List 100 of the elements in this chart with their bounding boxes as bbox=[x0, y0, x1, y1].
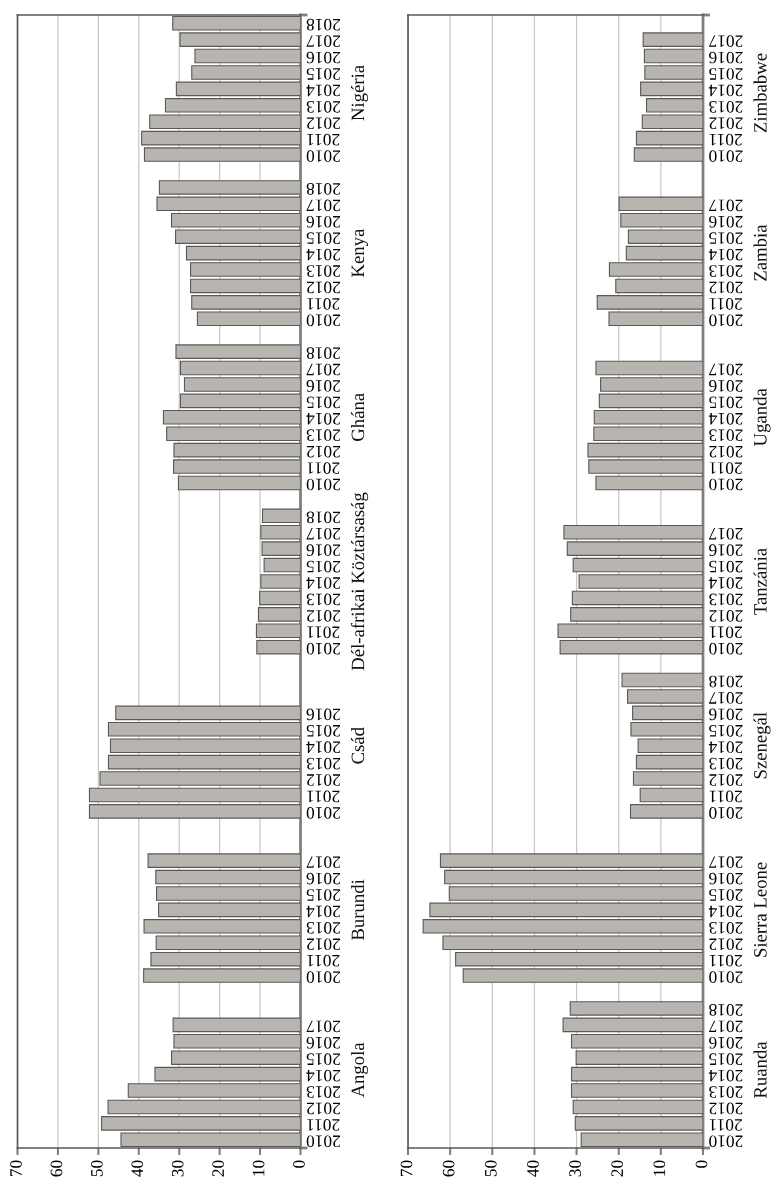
y-tick-label: 2011 bbox=[307, 298, 340, 310]
y-tick-label: 2011 bbox=[709, 954, 742, 967]
y-tick-label: 2010 bbox=[709, 314, 743, 327]
y-tick-label: 2012 bbox=[307, 774, 341, 786]
y-tick-label: 2010 bbox=[709, 1135, 743, 1148]
bar bbox=[88, 787, 301, 803]
y-tick-label: 2017 bbox=[709, 692, 743, 704]
y-tick-label: 2013 bbox=[709, 429, 743, 442]
text: Ghána bbox=[350, 393, 365, 441]
y-tick-label: 2010 bbox=[709, 807, 743, 819]
y-tick-label: 2016 bbox=[306, 215, 341, 228]
y-tick-label: 2013 bbox=[306, 100, 341, 113]
y-tick-label: 2012 bbox=[307, 938, 341, 951]
y-tick-label: 2010 bbox=[709, 642, 743, 655]
text: Csád bbox=[350, 727, 365, 764]
y-tick-label: 2013 bbox=[306, 593, 341, 606]
x-tick-label: 50 bbox=[90, 1160, 103, 1177]
y-tick-label: 2013 bbox=[709, 593, 743, 606]
y-tick-label: 2015 bbox=[709, 889, 743, 901]
y-tick-label: 2010 bbox=[306, 1135, 341, 1148]
x-tick-label: 30 bbox=[569, 1160, 581, 1177]
x-tick-label: 60 bbox=[442, 1160, 455, 1177]
text: Nigéria bbox=[350, 65, 369, 121]
text: Angola bbox=[350, 1042, 369, 1098]
x-tick-label: 40 bbox=[527, 1160, 539, 1177]
bar bbox=[263, 557, 301, 573]
bar bbox=[115, 705, 301, 721]
bar bbox=[189, 278, 301, 294]
y-tick-label: 2018 bbox=[306, 511, 341, 524]
y-tick-label: 2017 bbox=[306, 527, 341, 540]
y-tick-label: 2012 bbox=[709, 445, 743, 458]
bar bbox=[559, 639, 703, 655]
bar bbox=[642, 32, 703, 47]
bar bbox=[629, 804, 703, 819]
y-tick-label: 2012 bbox=[307, 117, 341, 130]
y-tick-label: 2016 bbox=[306, 708, 341, 721]
y-tick-label: 2017 bbox=[709, 199, 743, 212]
text: Sierra Leone bbox=[754, 862, 767, 957]
y-tick-label: 2017 bbox=[709, 856, 743, 869]
y-tick-label: 2012 bbox=[709, 609, 743, 622]
x-tick-label: 70 bbox=[10, 1160, 22, 1177]
y-tick-label: 2018 bbox=[709, 675, 743, 688]
y-tick-label: 2015 bbox=[306, 724, 341, 737]
y-tick-label: 2014 bbox=[708, 1069, 743, 1082]
y-tick-label: 2018 bbox=[306, 18, 341, 31]
y-tick-label: 2012 bbox=[307, 1102, 341, 1115]
bar bbox=[256, 639, 301, 655]
x-tick-label: 10 bbox=[653, 1160, 666, 1176]
bar bbox=[175, 81, 301, 97]
y-tick-label: 2014 bbox=[708, 577, 743, 589]
bar bbox=[439, 853, 703, 868]
text: Szenegál bbox=[753, 712, 771, 779]
y-tick-label: 2010 bbox=[306, 478, 341, 491]
y-tick-label: 2017 bbox=[709, 1020, 743, 1033]
y-tick-label: 2012 bbox=[307, 445, 341, 458]
y-tick-label: 2014 bbox=[708, 84, 743, 97]
y-tick-label: 2012 bbox=[307, 281, 341, 294]
y-tick-label: 2014 bbox=[306, 248, 341, 261]
text: Zimbabwe bbox=[753, 53, 767, 133]
bar bbox=[261, 508, 301, 524]
y-tick-label: 2017 bbox=[306, 1020, 341, 1033]
bar bbox=[615, 278, 703, 294]
x-tick-label: 10 bbox=[252, 1160, 265, 1176]
bar bbox=[179, 360, 301, 376]
y-tick-label: 2010 bbox=[306, 314, 341, 327]
y-tick-label: 2012 bbox=[709, 774, 743, 786]
y-tick-label: 2014 bbox=[306, 84, 341, 97]
x-tick-label: 40 bbox=[131, 1160, 144, 1177]
bar bbox=[640, 81, 703, 97]
y-tick-label: 2012 bbox=[307, 609, 341, 622]
bar bbox=[172, 1017, 301, 1033]
y-tick-label: 2017 bbox=[709, 35, 743, 47]
text: Uganda bbox=[753, 388, 771, 447]
x-tick-label: 0 bbox=[293, 1160, 305, 1168]
y-tick-label: 2016 bbox=[306, 872, 341, 885]
x-tick-label: 0 bbox=[695, 1160, 708, 1168]
y-tick-label: 2018 bbox=[306, 183, 341, 195]
y-tick-label: 2016 bbox=[306, 380, 341, 392]
y-tick-label: 2015 bbox=[306, 560, 341, 573]
y-tick-label: 2010 bbox=[306, 150, 341, 162]
bar bbox=[158, 902, 301, 918]
bar bbox=[570, 1066, 703, 1082]
y-tick-label: 2013 bbox=[709, 1086, 743, 1098]
y-tick-label: 2015 bbox=[306, 68, 341, 80]
bar bbox=[259, 590, 301, 606]
x-tick-label: 50 bbox=[484, 1160, 497, 1177]
y-tick-label: 2010 bbox=[709, 971, 743, 983]
bar bbox=[191, 65, 301, 80]
y-tick-label: 2013 bbox=[709, 921, 743, 934]
x-tick-label: 60 bbox=[50, 1160, 63, 1177]
y-tick-label: 2016 bbox=[306, 544, 341, 557]
y-tick-label: 2017 bbox=[306, 363, 341, 376]
y-tick-label: 2012 bbox=[709, 1102, 743, 1115]
y-tick-label: 2011 bbox=[307, 133, 340, 146]
y-tick-label: 2016 bbox=[306, 51, 341, 64]
y-tick-label: 2015 bbox=[709, 68, 743, 80]
y-tick-label: 2016 bbox=[709, 1036, 743, 1049]
bar bbox=[572, 557, 703, 573]
y-tick-label: 2015 bbox=[709, 232, 743, 245]
bar bbox=[189, 262, 301, 277]
